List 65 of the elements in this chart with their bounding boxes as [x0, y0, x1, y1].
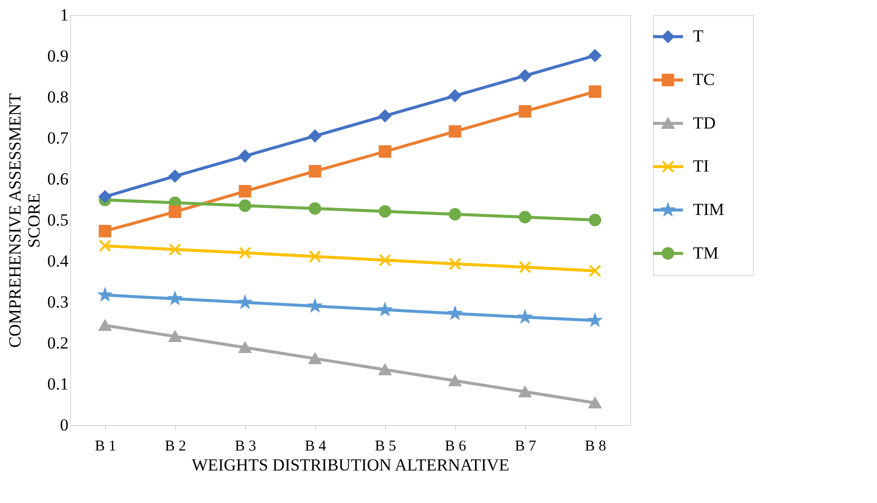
y-tick-label: 0.6 — [47, 170, 68, 188]
point — [588, 397, 602, 408]
x-tick-label: B 1 — [94, 438, 116, 454]
point — [238, 150, 252, 162]
point — [378, 364, 392, 376]
point — [168, 206, 182, 218]
y-tick-label: 0.8 — [47, 88, 68, 106]
point — [238, 342, 252, 354]
point — [378, 145, 392, 158]
point — [98, 190, 112, 203]
legend-label: TC — [693, 70, 715, 89]
point — [448, 208, 462, 220]
y-tick-label: 0.4 — [47, 252, 69, 270]
y-tick-label: 0 — [60, 416, 68, 434]
x-tick-label: B 3 — [234, 438, 256, 454]
point — [308, 164, 322, 178]
point — [238, 246, 252, 260]
x-tick-label: B 2 — [164, 438, 186, 454]
point — [588, 49, 602, 62]
x-tick-label: B 4 — [304, 438, 327, 454]
point — [588, 214, 602, 226]
point — [308, 353, 322, 364]
x-tick-label: B 5 — [374, 438, 396, 454]
point — [98, 240, 112, 252]
point — [518, 386, 532, 398]
legend-label: TI — [693, 156, 710, 176]
point — [238, 199, 252, 212]
legend-label: T — [693, 26, 704, 46]
y-tick-label: 0.9 — [47, 46, 68, 66]
point — [518, 260, 532, 274]
point — [378, 110, 392, 122]
y-tick-label: 0.7 — [47, 128, 69, 148]
point — [588, 85, 602, 98]
point — [448, 375, 462, 386]
point — [588, 264, 602, 278]
point — [238, 185, 252, 198]
y-tick-label: 0.5 — [47, 210, 68, 230]
point — [448, 90, 462, 102]
legend-label: TM — [693, 243, 718, 262]
y-tick-label: 0.2 — [47, 334, 68, 352]
point — [518, 105, 532, 118]
point — [518, 69, 532, 82]
point — [98, 224, 112, 238]
point — [168, 330, 182, 342]
point — [308, 202, 322, 215]
point — [448, 125, 462, 138]
point — [378, 205, 392, 218]
point — [168, 243, 182, 256]
y-tick-label: 0.1 — [47, 374, 68, 394]
x-axis-title: WEIGHTS DISTRIBUTION ALTERNATIVE — [192, 456, 510, 474]
point — [308, 130, 322, 142]
x-tick-label: B 6 — [444, 438, 467, 454]
point — [308, 250, 322, 263]
y-tick-label: 0.3 — [47, 292, 68, 312]
point — [98, 320, 112, 331]
x-tick-label: B 7 — [514, 438, 537, 454]
legend-label: TIM — [693, 200, 724, 219]
legend-label: TD — [693, 113, 716, 132]
y-axis-title: COMPREHENSIVE ASSESSMENT SCORE — [5, 92, 44, 348]
point — [448, 258, 462, 270]
x-tick-label: B 8 — [584, 438, 606, 454]
point — [518, 210, 532, 224]
y-tick-label: 1 — [60, 6, 68, 24]
point — [378, 254, 392, 266]
point — [168, 170, 182, 182]
